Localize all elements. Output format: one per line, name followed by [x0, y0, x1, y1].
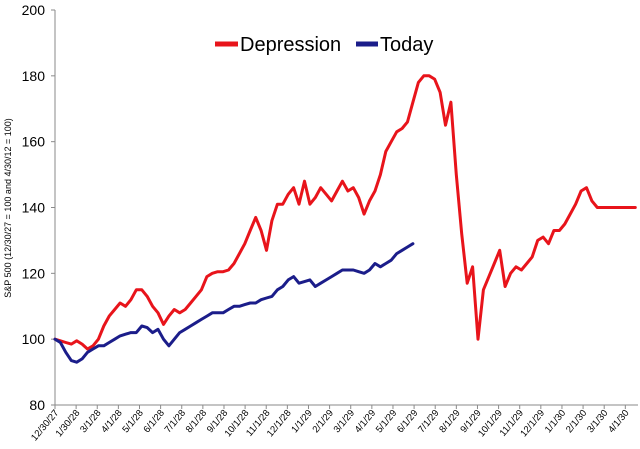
y-axis-label: S&P 500 (12/30/27 = 100 and 4/30/12 = 10… [3, 118, 13, 297]
x-tick-label: 8/1/29 [437, 408, 462, 435]
x-tick-label: 1/1/29 [289, 408, 314, 435]
x-tick-label: 5/1/29 [374, 408, 399, 435]
x-axis-ticks: 12/30/271/30/283/1/284/1/285/1/286/1/287… [29, 405, 632, 443]
y-tick-label: 180 [22, 68, 46, 84]
x-tick-label: 3/1/30 [585, 408, 610, 435]
legend-label-today: Today [380, 34, 433, 56]
x-tick-label: 5/1/28 [120, 408, 145, 435]
series-line-depression [53, 74, 637, 351]
y-tick-label: 200 [22, 2, 46, 18]
y-tick-label: 140 [22, 200, 46, 216]
series-group [53, 74, 637, 364]
y-tick-label: 120 [22, 265, 46, 281]
x-tick-label: 7/1/28 [163, 408, 188, 435]
x-tick-label: 3/1/29 [332, 408, 357, 435]
y-tick-label: 100 [22, 331, 46, 347]
series-line-today [53, 242, 415, 364]
y-tick-label: 80 [29, 397, 45, 413]
legend: Depression Today [215, 34, 433, 56]
y-tick-label: 160 [22, 134, 46, 150]
x-tick-label: 3/1/28 [78, 408, 103, 435]
x-tick-label: 12/30/27 [29, 408, 61, 443]
axes [54, 10, 638, 406]
x-tick-label: 4/1/29 [353, 408, 378, 435]
x-tick-label: 6/1/28 [142, 408, 167, 435]
x-tick-label: 7/1/29 [416, 408, 441, 435]
y-axis-ticks: 80 100 120 140 160 180 200 [22, 2, 55, 413]
x-tick-label: 4/1/28 [99, 408, 124, 435]
x-tick-label: 4/1/30 [606, 408, 631, 435]
x-tick-label: 2/1/29 [310, 408, 335, 435]
legend-label-depression: Depression [240, 34, 341, 56]
x-tick-label: 6/1/29 [395, 408, 420, 435]
x-tick-label: 2/1/30 [564, 408, 589, 435]
x-tick-label: 8/1/28 [184, 408, 209, 435]
x-tick-label: 1/1/30 [543, 408, 568, 435]
